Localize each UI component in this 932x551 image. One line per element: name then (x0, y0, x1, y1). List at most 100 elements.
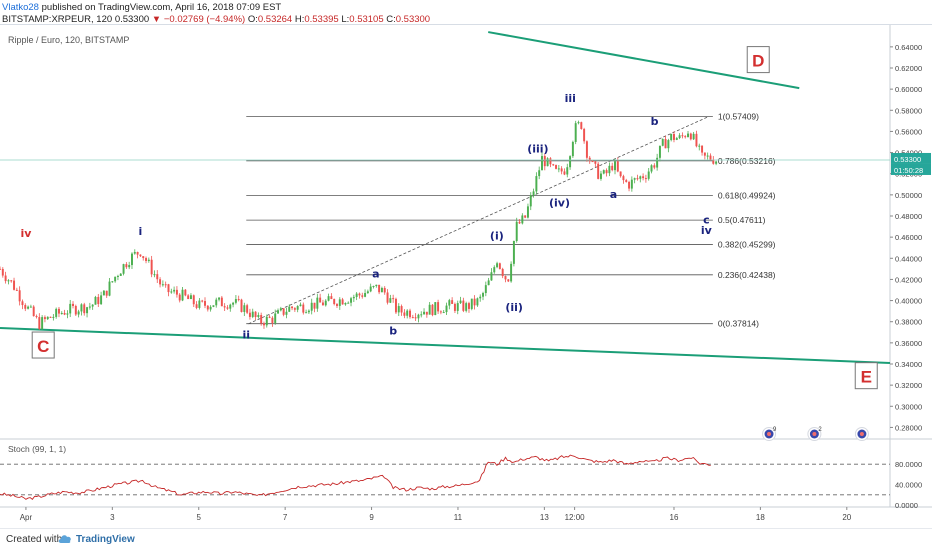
candle-body (29, 306, 32, 308)
candle-body (411, 317, 414, 319)
candle-body (706, 155, 709, 157)
wave-label: (i) (490, 229, 504, 242)
candle-body (409, 310, 411, 318)
fib-level-label: 0.618(0.49924) (718, 191, 776, 201)
fib-level-label: 0.5(0.47611) (718, 215, 766, 225)
candle-body (389, 298, 392, 303)
price-tick-label: 0.30000 (895, 402, 922, 411)
event-badge[interactable]: 9 (762, 427, 778, 441)
candle-body (352, 296, 355, 299)
candle-body (647, 171, 650, 179)
candle-body (526, 206, 529, 218)
candle-body (260, 315, 263, 324)
candle-body (498, 263, 501, 269)
price-tick-label: 0.34000 (895, 360, 922, 369)
candle-body (57, 308, 60, 314)
candle-body (479, 296, 482, 299)
candle-body (145, 258, 148, 261)
candle-body (577, 122, 580, 124)
candle-body (521, 215, 524, 224)
candle-body (313, 302, 316, 309)
candle-body (678, 135, 681, 139)
candle-body (653, 165, 656, 168)
candle-body (633, 178, 636, 180)
candle-body (518, 221, 521, 224)
candle-body (451, 300, 454, 304)
candle-body (437, 302, 440, 312)
candle-body (60, 313, 63, 315)
candle-body (453, 303, 456, 311)
last-price-label: 0.53300 (894, 155, 921, 164)
candle-body (574, 123, 577, 142)
candle-body (580, 122, 583, 129)
candle-body (114, 276, 117, 282)
wave-label: (ii) (505, 301, 523, 314)
candle-body (364, 293, 367, 297)
tradingview-cloud-icon (58, 535, 71, 543)
candle-body (366, 291, 369, 294)
candle-body (355, 293, 358, 297)
tradingview-brand[interactable]: TradingView (76, 534, 135, 545)
price-tick-label: 0.64000 (895, 43, 922, 52)
wave-label: iii (565, 92, 576, 105)
price-tick-label: 0.56000 (895, 127, 922, 136)
price-tick-label: 0.32000 (895, 381, 922, 390)
candle-body (608, 165, 611, 174)
candle-body (55, 308, 58, 317)
price-tick-label: 0.40000 (895, 297, 922, 306)
price-tick-label: 0.50000 (895, 191, 922, 200)
price-tick-label: 0.46000 (895, 233, 922, 242)
event-badge[interactable]: 2 (807, 427, 823, 441)
candle-body (442, 312, 445, 314)
candle-body (715, 161, 718, 164)
candle-body (692, 133, 695, 140)
candle-body (406, 310, 409, 316)
candle-body (569, 156, 572, 168)
published-text: published on TradingView.com, April 16, … (38, 2, 282, 13)
candle-body (597, 163, 600, 179)
price-tick-label: 0.58000 (895, 106, 922, 115)
candle-body (310, 302, 313, 311)
candle-body (125, 264, 128, 268)
event-badge-count: 2 (818, 427, 822, 433)
candle-body (330, 296, 333, 300)
candle-body (243, 305, 246, 312)
time-tick-label: 18 (756, 513, 765, 522)
candle-body (425, 311, 428, 315)
candle-body (147, 259, 150, 261)
time-tick-label: 7 (283, 513, 288, 522)
candle-body (316, 297, 319, 309)
candle-body (164, 284, 167, 286)
candle-body (712, 159, 715, 164)
candle-body (470, 298, 473, 309)
candle-body (543, 156, 546, 167)
candle-body (687, 133, 690, 137)
candle-body (327, 296, 330, 301)
candle-body (262, 323, 265, 326)
candle-body (223, 306, 226, 308)
candle-body (465, 303, 468, 311)
candle-body (490, 272, 493, 281)
candle-body (695, 133, 698, 147)
candle-body (484, 285, 487, 294)
candle-body (358, 293, 361, 296)
candle-body (173, 289, 176, 292)
created-with-label: Created with (6, 534, 63, 545)
candle-body (605, 170, 608, 174)
candle-body (614, 161, 616, 171)
candle-body (709, 155, 712, 160)
dashed-wave-line (248, 116, 709, 325)
fib-level-label: 0.382(0.45299) (718, 240, 776, 250)
candle-body (218, 297, 221, 300)
author-link[interactable]: Vlatko28 (2, 2, 39, 13)
candle-body (38, 317, 41, 329)
candle-body (512, 240, 515, 264)
candle-body (7, 280, 10, 282)
event-badge[interactable] (854, 427, 869, 441)
upper-wedge-line (488, 31, 800, 90)
candle-body (602, 170, 605, 174)
candle-body (192, 295, 195, 305)
candle-body (97, 296, 100, 305)
chart-canvas[interactable]: 0.640000.620000.600000.580000.560000.540… (0, 25, 932, 529)
candle-body (414, 317, 417, 319)
